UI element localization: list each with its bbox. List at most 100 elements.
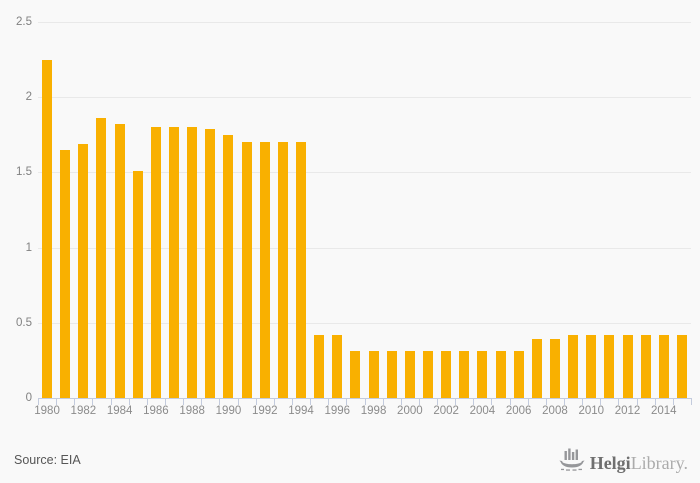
y-axis-label: 1 [25, 241, 32, 254]
x-axis-tick [382, 399, 384, 405]
x-axis-tick [437, 399, 439, 405]
bar-2007 [531, 339, 542, 398]
bar-2012 [622, 334, 633, 398]
x-axis-tick [618, 399, 620, 405]
x-axis-tick [691, 399, 692, 405]
bar-1985 [132, 170, 143, 398]
x-axis-tick [92, 399, 94, 405]
bar-2010 [586, 334, 597, 398]
x-axis-label: 1990 [215, 405, 242, 417]
source-label: Source: EIA [14, 453, 81, 467]
bar-2003 [459, 351, 470, 398]
bar-1999 [386, 351, 397, 398]
y-axis-label: 0.5 [16, 316, 32, 329]
x-axis-tick [237, 399, 239, 405]
x-axis-line [38, 398, 692, 399]
bar-2006 [513, 351, 524, 398]
bar-1996 [332, 334, 343, 398]
y-axis-label: 2 [25, 91, 32, 104]
x-axis-label: 1988 [179, 405, 205, 417]
helgi-library-logo[interactable]: HelgiLibrary. [559, 448, 688, 477]
x-axis-label: 1992 [251, 405, 278, 417]
x-axis-label: 2010 [578, 405, 605, 417]
x-axis-label: 2012 [614, 405, 641, 417]
x-axis-tick [183, 399, 185, 405]
x-axis-tick [400, 399, 402, 405]
bar-2015 [676, 334, 687, 398]
bar-chart-plot-area: 0 0.5 1 1.5 2 2.5 1980 1982 1984 1986 1988 1990 1992… [16, 16, 692, 417]
x-axis-tick [128, 399, 130, 405]
x-axis-tick [473, 399, 475, 405]
x-axis-label: 2004 [469, 405, 496, 417]
x-axis-label: 2000 [397, 405, 423, 417]
x-axis-tick [582, 399, 584, 405]
x-axis-tick [491, 399, 493, 405]
bar-1998 [368, 351, 379, 398]
x-axis-tick [38, 399, 39, 405]
bar-2014 [658, 334, 669, 398]
x-axis-tick [310, 399, 312, 405]
logo-text: HelgiLibrary. [590, 451, 688, 475]
x-axis-label: 2006 [505, 405, 532, 417]
bar-1993 [277, 142, 288, 398]
gridline-y-1 [38, 247, 691, 249]
logo-text-library: Library. [630, 452, 688, 473]
y-axis-label: 2.5 [16, 16, 32, 28]
x-axis-tick [291, 399, 293, 405]
x-axis-label: 1980 [34, 405, 60, 417]
x-axis-tick [146, 399, 148, 405]
x-axis-label: 2014 [650, 405, 677, 417]
bar-2008 [549, 339, 560, 398]
x-axis-tick [600, 399, 602, 405]
bar-2002 [441, 351, 452, 398]
x-axis-label: 2002 [433, 405, 459, 417]
chart-footer: Source: EIA [0, 440, 700, 483]
bar-1994 [296, 142, 306, 398]
y-axis-label: 0 [25, 392, 32, 404]
x-axis-label: 1986 [143, 405, 169, 417]
x-axis-label: 1984 [106, 405, 133, 417]
x-axis-tick [74, 399, 76, 405]
x-axis-tick [418, 399, 420, 405]
bar-1986 [150, 127, 161, 398]
x-axis-tick [654, 399, 656, 405]
x-axis-tick [527, 399, 529, 405]
bar-2004 [477, 351, 488, 398]
bar-1995 [314, 334, 325, 398]
x-axis-tick [509, 399, 511, 405]
gridline-y-2 [38, 97, 691, 99]
logo-text-helgi: Helgi [589, 452, 631, 473]
bar-2011 [604, 334, 615, 398]
gridline-y-0.5 [38, 322, 691, 324]
x-axis-tick [672, 399, 674, 405]
helgi-ship-bar-chart-icon [559, 448, 585, 477]
bar-2000 [404, 351, 415, 398]
bar-2005 [495, 351, 506, 398]
x-axis-tick [164, 399, 166, 405]
bar-1997 [350, 351, 361, 398]
x-axis-tick [328, 399, 330, 405]
bar-2013 [640, 334, 651, 398]
x-axis-label: 2008 [542, 405, 568, 417]
x-axis-tick [219, 399, 221, 405]
x-axis-tick [545, 399, 547, 405]
bar-1988 [187, 127, 198, 398]
x-axis-tick [201, 399, 203, 405]
bar-1987 [169, 127, 180, 398]
x-axis-label: 1996 [324, 405, 351, 417]
x-axis-tick [273, 399, 275, 405]
bar-1992 [259, 142, 270, 398]
bar-1989 [205, 128, 216, 398]
gridline-y-2.5 [38, 22, 691, 23]
x-axis-tick [455, 399, 457, 405]
bar-1980 [42, 59, 53, 398]
x-axis-label: 1994 [288, 405, 314, 417]
bar-2001 [422, 351, 433, 398]
x-axis-tick [255, 399, 257, 405]
x-axis-label: 1998 [360, 405, 387, 417]
y-axis-label: 1.5 [16, 166, 32, 179]
x-axis-label: 1982 [70, 405, 97, 417]
x-axis-tick [346, 399, 348, 405]
bar-2009 [568, 334, 579, 398]
